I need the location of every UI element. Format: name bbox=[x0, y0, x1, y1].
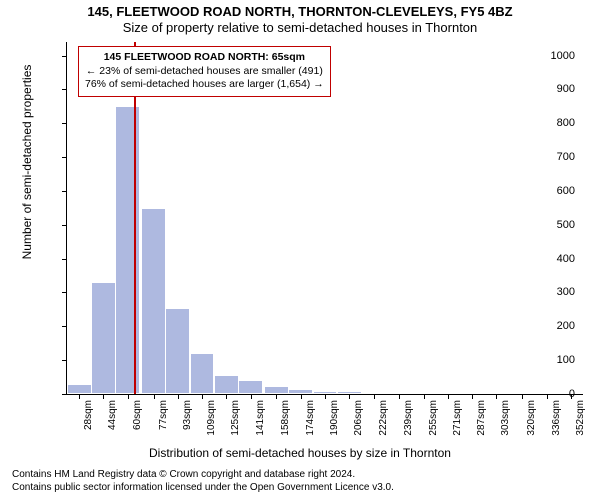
info-box-line: ← 23% of semi-detached houses are smalle… bbox=[85, 65, 324, 79]
x-tick bbox=[374, 394, 375, 399]
y-tick-label: 200 bbox=[557, 320, 575, 332]
x-tick-label: 287sqm bbox=[476, 400, 487, 436]
x-tick bbox=[276, 394, 277, 399]
x-tick bbox=[571, 394, 572, 399]
x-tick-label: 141sqm bbox=[255, 400, 266, 436]
x-axis-label: Distribution of semi-detached houses by … bbox=[0, 446, 600, 460]
histogram-bar bbox=[115, 106, 140, 394]
x-tick-label: 77sqm bbox=[158, 400, 169, 430]
title-main: 145, FLEETWOOD ROAD NORTH, THORNTON-CLEV… bbox=[0, 4, 600, 19]
y-tick bbox=[62, 259, 67, 260]
x-tick bbox=[128, 394, 129, 399]
y-axis-label: Number of semi-detached properties bbox=[20, 0, 34, 338]
x-tick bbox=[79, 394, 80, 399]
y-tick-label: 1000 bbox=[551, 50, 575, 62]
y-tick bbox=[62, 394, 67, 395]
x-tick bbox=[154, 394, 155, 399]
attribution-footer: Contains HM Land Registry data © Crown c… bbox=[12, 469, 394, 494]
x-tick-label: 174sqm bbox=[305, 400, 316, 436]
x-tick bbox=[472, 394, 473, 399]
x-tick bbox=[178, 394, 179, 399]
x-tick-label: 320sqm bbox=[526, 400, 537, 436]
x-tick-label: 271sqm bbox=[452, 400, 463, 436]
histogram-bar bbox=[264, 386, 289, 394]
x-tick bbox=[496, 394, 497, 399]
x-tick bbox=[226, 394, 227, 399]
x-tick-label: 109sqm bbox=[206, 400, 217, 436]
histogram-bar bbox=[91, 282, 116, 394]
x-tick-label: 44sqm bbox=[107, 400, 118, 430]
y-tick bbox=[62, 292, 67, 293]
y-tick bbox=[62, 326, 67, 327]
x-tick bbox=[522, 394, 523, 399]
y-tick-label: 400 bbox=[557, 253, 575, 265]
y-tick-label: 800 bbox=[557, 117, 575, 129]
histogram-bar bbox=[337, 391, 362, 394]
x-tick-label: 190sqm bbox=[329, 400, 340, 436]
title-subtitle: Size of property relative to semi-detach… bbox=[0, 20, 600, 35]
histogram-bar bbox=[67, 384, 92, 394]
histogram-bar bbox=[288, 389, 313, 394]
x-tick-label: 303sqm bbox=[500, 400, 511, 436]
y-tick-label: 100 bbox=[557, 354, 575, 366]
y-tick-label: 700 bbox=[557, 151, 575, 163]
y-tick bbox=[62, 123, 67, 124]
histogram-bar bbox=[141, 208, 166, 394]
y-tick-label: 600 bbox=[557, 185, 575, 197]
y-tick-label: 0 bbox=[569, 388, 575, 400]
y-tick bbox=[62, 360, 67, 361]
histogram-bar bbox=[190, 353, 215, 394]
x-tick bbox=[424, 394, 425, 399]
y-tick bbox=[62, 157, 67, 158]
info-box: 145 FLEETWOOD ROAD NORTH: 65sqm← 23% of … bbox=[78, 46, 331, 97]
footer-line-1: Contains HM Land Registry data © Crown c… bbox=[12, 469, 394, 482]
histogram-bar bbox=[238, 380, 263, 394]
x-tick bbox=[251, 394, 252, 399]
x-tick-label: 206sqm bbox=[353, 400, 364, 436]
x-tick bbox=[399, 394, 400, 399]
x-tick bbox=[301, 394, 302, 399]
x-tick bbox=[448, 394, 449, 399]
info-box-line: 145 FLEETWOOD ROAD NORTH: 65sqm bbox=[85, 51, 324, 65]
x-tick-label: 60sqm bbox=[132, 400, 143, 430]
x-tick-label: 93sqm bbox=[182, 400, 193, 430]
x-tick bbox=[349, 394, 350, 399]
histogram-bar bbox=[313, 391, 338, 394]
y-tick-label: 300 bbox=[557, 286, 575, 298]
x-tick-label: 352sqm bbox=[575, 400, 586, 436]
x-tick-label: 255sqm bbox=[428, 400, 439, 436]
histogram-bar bbox=[214, 375, 239, 394]
x-tick-label: 28sqm bbox=[83, 400, 94, 430]
x-tick-label: 158sqm bbox=[280, 400, 291, 436]
x-tick-label: 336sqm bbox=[551, 400, 562, 436]
x-tick bbox=[103, 394, 104, 399]
footer-line-2: Contains public sector information licen… bbox=[12, 482, 394, 495]
x-tick bbox=[325, 394, 326, 399]
y-tick bbox=[62, 191, 67, 192]
x-tick-label: 125sqm bbox=[230, 400, 241, 436]
y-tick-label: 900 bbox=[557, 83, 575, 95]
info-box-line: 76% of semi-detached houses are larger (… bbox=[85, 78, 324, 92]
x-tick bbox=[547, 394, 548, 399]
histogram-bar bbox=[165, 308, 190, 394]
y-tick bbox=[62, 56, 67, 57]
x-tick bbox=[202, 394, 203, 399]
x-tick-label: 222sqm bbox=[378, 400, 389, 436]
y-tick bbox=[62, 89, 67, 90]
y-tick bbox=[62, 225, 67, 226]
y-tick-label: 500 bbox=[557, 219, 575, 231]
x-tick-label: 239sqm bbox=[403, 400, 414, 436]
